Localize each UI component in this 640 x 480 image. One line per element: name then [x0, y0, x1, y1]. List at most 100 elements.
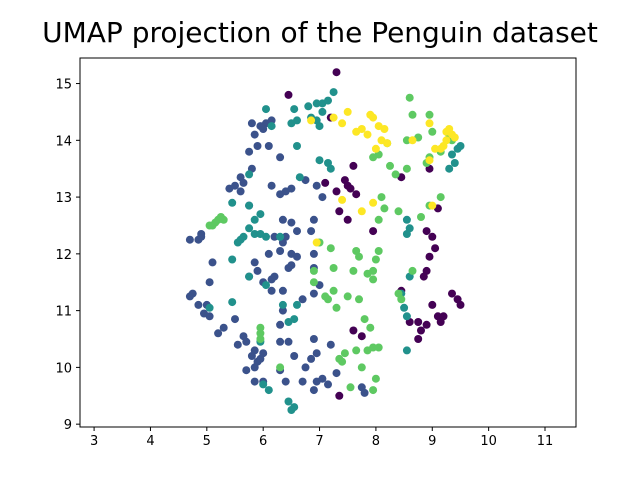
- scatter-point: [371, 144, 380, 153]
- scatter-point: [436, 193, 445, 202]
- scatter-point: [450, 133, 459, 142]
- scatter-points: [185, 68, 465, 414]
- scatter-point: [386, 161, 394, 170]
- scatter-point: [276, 337, 285, 346]
- scatter-point: [360, 388, 369, 397]
- x-tick-label: 4: [146, 434, 154, 449]
- scatter-point: [397, 295, 406, 304]
- scatter-point: [326, 244, 335, 253]
- scatter-point: [431, 244, 440, 253]
- scatter-point: [262, 232, 270, 241]
- scatter-point: [264, 249, 273, 258]
- scatter-point: [307, 116, 316, 125]
- scatter-point: [374, 215, 383, 224]
- scatter-point: [219, 323, 228, 332]
- scatter-point: [315, 156, 324, 165]
- scatter-point: [290, 352, 299, 360]
- scatter-point: [242, 366, 251, 375]
- scatter-point: [293, 252, 301, 261]
- scatter-point: [363, 130, 372, 139]
- scatter-point: [276, 232, 285, 241]
- scatter-point: [267, 181, 276, 190]
- scatter-point: [298, 295, 307, 304]
- scatter-point: [276, 320, 285, 329]
- scatter-point: [250, 363, 259, 372]
- scatter-point: [346, 184, 355, 193]
- scatter-point: [425, 252, 434, 261]
- scatter-point: [239, 232, 248, 241]
- scatter-point: [425, 110, 434, 119]
- scatter-point: [352, 190, 361, 199]
- scatter-point: [250, 230, 259, 238]
- scatter-point: [318, 107, 327, 116]
- scatter-point: [408, 136, 417, 145]
- scatter-point: [349, 266, 358, 275]
- scatter-point: [185, 235, 194, 244]
- scatter-point: [369, 275, 378, 284]
- scatter-point: [278, 215, 287, 224]
- scatter-point: [357, 207, 366, 216]
- scatter-point: [228, 198, 237, 207]
- x-tick-label: 10: [480, 434, 497, 449]
- scatter-point: [380, 125, 389, 133]
- scatter-point: [394, 207, 403, 216]
- scatter-point: [245, 224, 254, 233]
- scatter-point: [343, 107, 352, 116]
- scatter-point: [242, 337, 251, 346]
- scatter-point: [431, 144, 440, 153]
- scatter-point: [312, 181, 321, 190]
- scatter-point: [276, 247, 285, 255]
- scatter-point: [309, 266, 318, 275]
- scatter-point: [264, 142, 273, 150]
- scatter-point: [312, 349, 321, 358]
- scatter-point: [267, 286, 276, 295]
- scatter-point: [245, 201, 254, 210]
- scatter-point: [357, 363, 366, 372]
- scatter-point: [287, 406, 296, 414]
- scatter-point: [239, 178, 248, 187]
- scatter-point: [253, 142, 262, 150]
- scatter-point: [349, 326, 358, 335]
- scatter-point: [301, 363, 310, 372]
- scatter-point: [366, 323, 375, 332]
- scatter-point: [428, 232, 437, 241]
- scatter-point: [456, 142, 465, 150]
- scatter-point: [245, 272, 254, 281]
- scatter-point: [298, 377, 307, 386]
- y-tick-label: 11: [55, 305, 72, 320]
- scatter-point: [335, 391, 344, 400]
- scatter-point: [247, 119, 256, 128]
- scatter-point: [287, 184, 296, 193]
- scatter-point: [233, 340, 242, 349]
- scatter-point: [329, 286, 338, 295]
- scatter-point: [256, 329, 265, 338]
- scatter-point: [304, 102, 313, 111]
- scatter-point: [371, 255, 380, 264]
- scatter-point: [256, 323, 265, 332]
- plot-frame: [79, 57, 577, 428]
- x-tick-label: 6: [259, 434, 267, 449]
- scatter-point: [335, 207, 344, 216]
- scatter-point: [290, 105, 299, 114]
- scatter-point: [321, 292, 330, 301]
- scatter-point: [324, 380, 332, 389]
- scatter-point: [259, 349, 268, 358]
- scatter-point: [439, 312, 448, 321]
- y-tick-label: 10: [55, 361, 72, 376]
- scatter-point: [228, 255, 237, 264]
- scatter-point: [352, 346, 361, 355]
- scatter-point: [371, 374, 380, 383]
- x-tick-label: 8: [372, 434, 380, 449]
- x-tick-label: 11: [537, 434, 554, 449]
- scatter-point: [422, 320, 431, 329]
- scatter-point: [419, 272, 428, 281]
- scatter-point: [233, 238, 242, 247]
- scatter-point: [245, 170, 254, 179]
- scatter-point: [405, 224, 414, 233]
- scatter-point: [250, 130, 259, 139]
- scatter-point: [267, 275, 276, 284]
- scatter-point: [402, 164, 411, 173]
- scatter-point: [318, 374, 327, 383]
- scatter-point: [262, 105, 270, 114]
